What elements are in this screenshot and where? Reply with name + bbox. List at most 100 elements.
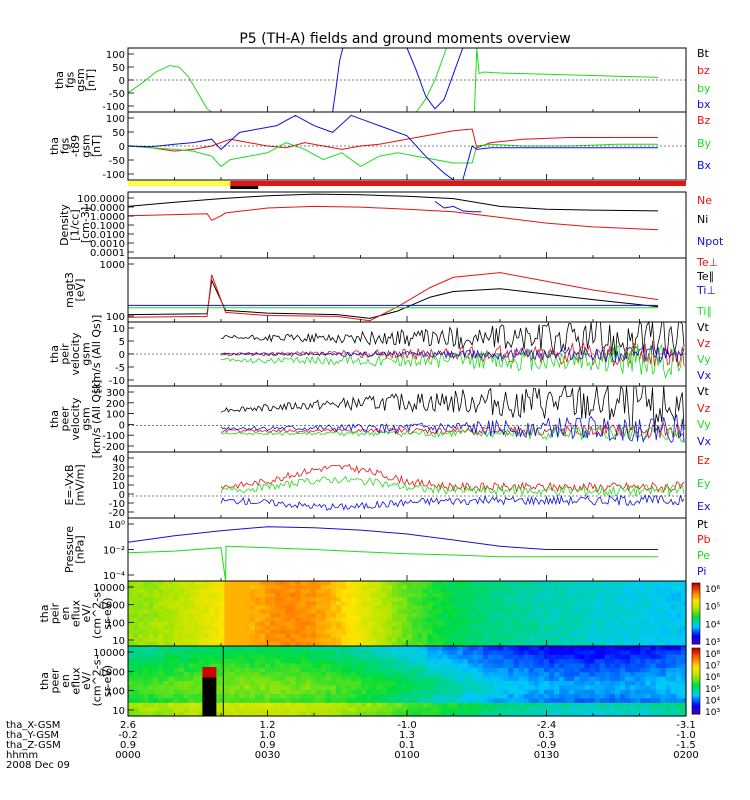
heatmap-cell bbox=[488, 659, 494, 665]
heatmap-cell bbox=[219, 698, 225, 704]
heatmap-cell bbox=[371, 593, 378, 598]
heatmap-cell bbox=[341, 698, 347, 704]
colorbar-step bbox=[692, 665, 700, 669]
heatmap-cell bbox=[168, 633, 175, 639]
heatmap-cell bbox=[554, 689, 560, 695]
heatmap-cell bbox=[280, 672, 286, 678]
heatmap-cell bbox=[341, 641, 347, 647]
heatmap-cell bbox=[407, 685, 413, 691]
heatmap-cell bbox=[538, 625, 545, 631]
heatmap-cell bbox=[356, 605, 362, 611]
heatmap-cell bbox=[584, 681, 591, 686]
heatmap-cell bbox=[569, 629, 575, 635]
heatmap-cell bbox=[467, 629, 474, 635]
heatmap-cell bbox=[290, 659, 296, 665]
heatmap-cell bbox=[229, 609, 236, 615]
heatmap-cell bbox=[467, 698, 474, 704]
heatmap-cell bbox=[407, 621, 413, 627]
heatmap-cell bbox=[320, 605, 327, 611]
heatmap-cell bbox=[599, 621, 606, 627]
heatmap-cell bbox=[168, 685, 175, 691]
heatmap-cell bbox=[138, 646, 144, 651]
heatmap-cell bbox=[594, 621, 601, 627]
heatmap-cell bbox=[346, 659, 352, 665]
heatmap-cell bbox=[259, 637, 266, 643]
heatmap-cell bbox=[376, 681, 383, 686]
heatmap-cell bbox=[407, 625, 413, 631]
heatmap-cell bbox=[391, 663, 398, 669]
heatmap-cell bbox=[224, 650, 231, 656]
heatmap-cell bbox=[128, 681, 134, 686]
heatmap-cell bbox=[620, 637, 626, 643]
heatmap-cell bbox=[498, 711, 504, 717]
heatmap-cell bbox=[138, 581, 144, 586]
heatmap-cell bbox=[533, 585, 540, 590]
heatmap-cell bbox=[158, 605, 165, 611]
heatmap-cell bbox=[300, 711, 307, 717]
heatmap-cell bbox=[574, 641, 581, 647]
heatmap-cell bbox=[478, 601, 484, 606]
heatmap-cell bbox=[650, 609, 657, 615]
heatmap-cell bbox=[574, 694, 581, 700]
heatmap-cell bbox=[325, 617, 332, 623]
heatmap-cell bbox=[320, 685, 327, 691]
heatmap-cell bbox=[655, 672, 662, 678]
heatmap-cell bbox=[163, 650, 170, 656]
heatmap-cell bbox=[452, 707, 459, 713]
heatmap-cell bbox=[249, 641, 256, 647]
heatmap-cell bbox=[356, 654, 362, 660]
colorbar-step bbox=[692, 623, 700, 627]
y-tick-label: 5 bbox=[119, 337, 125, 348]
heatmap-cell bbox=[133, 629, 139, 635]
heatmap-cell bbox=[163, 702, 170, 708]
heatmap-cell bbox=[178, 711, 185, 717]
heatmap-cell bbox=[153, 672, 160, 678]
heatmap-cell bbox=[493, 702, 499, 708]
heatmap-cell bbox=[442, 694, 449, 700]
heatmap-cell bbox=[275, 672, 281, 678]
heatmap-cell bbox=[168, 707, 175, 713]
heatmap-cell bbox=[589, 593, 596, 598]
heatmap-cell bbox=[594, 676, 601, 682]
heatmap-cell bbox=[655, 617, 662, 623]
heatmap-cell bbox=[457, 585, 464, 590]
heatmap-cell bbox=[452, 597, 459, 602]
heatmap-cell bbox=[300, 663, 307, 669]
heatmap-cell bbox=[143, 685, 149, 691]
heatmap-cell bbox=[366, 711, 373, 717]
heatmap-cell bbox=[467, 633, 474, 639]
heatmap-cell bbox=[569, 605, 575, 611]
heatmap-cell bbox=[442, 597, 449, 602]
heatmap-cell bbox=[442, 663, 449, 669]
heatmap-cell bbox=[660, 663, 667, 669]
heatmap-cell bbox=[412, 621, 418, 627]
heatmap-cell bbox=[183, 613, 190, 619]
heatmap-cell bbox=[614, 629, 621, 635]
y-tick-label: 0 bbox=[119, 490, 125, 501]
heatmap-cell bbox=[330, 641, 337, 647]
heatmap-cell bbox=[193, 672, 200, 678]
heatmap-cell bbox=[513, 694, 520, 700]
heatmap-cell bbox=[559, 659, 565, 665]
heatmap-cell bbox=[462, 633, 469, 639]
heatmap-cell bbox=[533, 654, 540, 660]
heatmap-cell bbox=[275, 681, 281, 686]
heatmap-cell bbox=[559, 605, 565, 611]
heatmap-cell bbox=[655, 663, 662, 669]
heatmap-cell bbox=[148, 625, 154, 631]
heatmap-cell bbox=[508, 707, 515, 713]
heatmap-cell bbox=[665, 702, 672, 708]
heatmap-cell bbox=[295, 617, 302, 623]
heatmap-cell bbox=[270, 654, 276, 660]
heatmap-cell bbox=[305, 667, 312, 673]
heatmap-cell bbox=[381, 659, 388, 665]
heatmap-cell bbox=[620, 617, 626, 623]
heatmap-cell bbox=[412, 685, 418, 691]
heatmap-cell bbox=[386, 659, 393, 665]
heatmap-cell bbox=[483, 601, 489, 606]
heatmap-cell bbox=[604, 581, 611, 586]
heatmap-cell bbox=[437, 609, 444, 615]
heatmap-cell bbox=[630, 613, 636, 619]
heatmap-cell bbox=[675, 637, 682, 643]
heatmap-cell bbox=[290, 589, 296, 594]
